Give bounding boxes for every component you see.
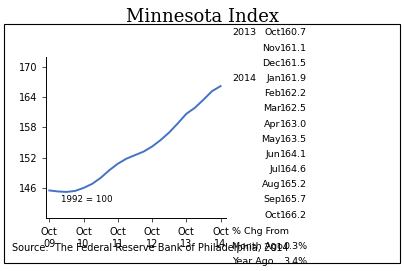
Text: Oct: Oct bbox=[264, 28, 281, 37]
Text: 161.5: 161.5 bbox=[280, 59, 307, 68]
Text: 166.2: 166.2 bbox=[280, 211, 307, 220]
Text: 162.2: 162.2 bbox=[280, 89, 307, 98]
Text: 161.1: 161.1 bbox=[280, 44, 307, 53]
Text: Source:  The Federal Reserve Bank of Philadelphia, 2014: Source: The Federal Reserve Bank of Phil… bbox=[12, 243, 289, 253]
Text: Jul: Jul bbox=[269, 165, 281, 174]
Text: 0.3%: 0.3% bbox=[283, 242, 307, 251]
Text: May: May bbox=[261, 135, 281, 144]
Text: % Chg From: % Chg From bbox=[232, 227, 289, 236]
Text: Feb: Feb bbox=[264, 89, 281, 98]
Text: 163.5: 163.5 bbox=[280, 135, 307, 144]
Text: 2013: 2013 bbox=[232, 28, 257, 37]
Text: 165.7: 165.7 bbox=[280, 195, 307, 204]
Text: Nov: Nov bbox=[263, 44, 281, 53]
Text: 160.7: 160.7 bbox=[280, 28, 307, 37]
Text: 2014: 2014 bbox=[232, 74, 256, 83]
Text: Mar: Mar bbox=[263, 104, 281, 113]
Text: Jan: Jan bbox=[266, 74, 281, 83]
Text: 164.6: 164.6 bbox=[280, 165, 307, 174]
Text: 163.0: 163.0 bbox=[280, 120, 307, 128]
Text: Jun: Jun bbox=[266, 150, 281, 159]
Text: 1992 = 100: 1992 = 100 bbox=[61, 195, 112, 204]
Text: 162.5: 162.5 bbox=[280, 104, 307, 113]
Text: Month Ago: Month Ago bbox=[232, 242, 283, 251]
Text: Oct: Oct bbox=[264, 211, 281, 220]
Text: Dec: Dec bbox=[263, 59, 281, 68]
Text: 164.1: 164.1 bbox=[280, 150, 307, 159]
Text: Year Ago: Year Ago bbox=[232, 257, 274, 266]
Text: 165.2: 165.2 bbox=[280, 180, 307, 189]
Text: Aug: Aug bbox=[262, 180, 281, 189]
Text: Minnesota Index: Minnesota Index bbox=[126, 8, 278, 26]
Text: Sep: Sep bbox=[263, 195, 281, 204]
Text: 3.4%: 3.4% bbox=[283, 257, 307, 266]
Text: Apr: Apr bbox=[264, 120, 281, 128]
Text: 161.9: 161.9 bbox=[280, 74, 307, 83]
